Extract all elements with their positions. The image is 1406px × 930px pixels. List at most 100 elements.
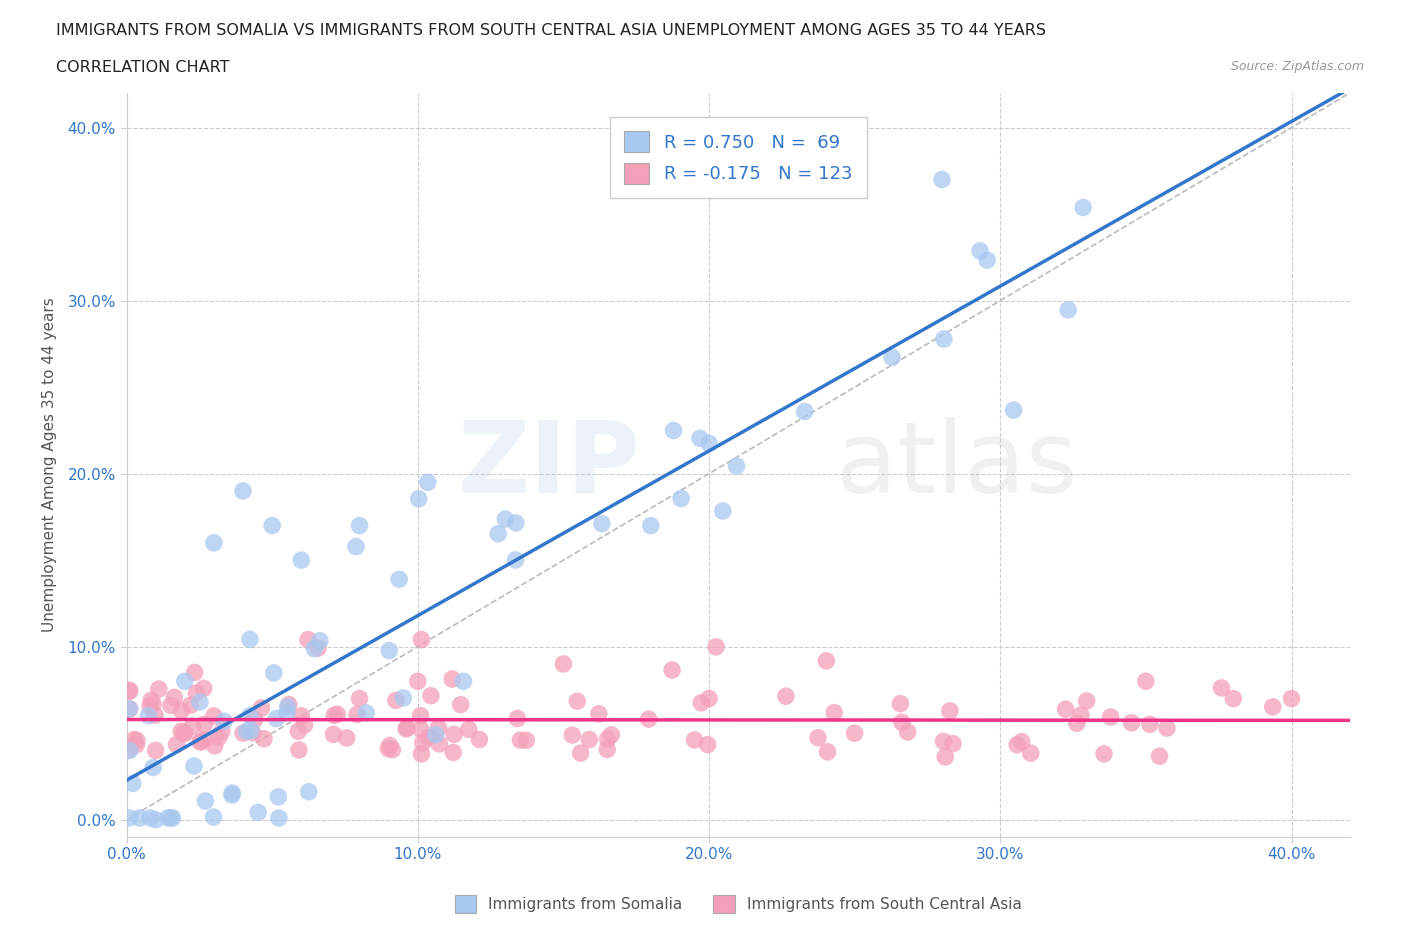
Point [969, 244, 991, 259]
Point [346, 707, 368, 722]
Point [121, 776, 143, 790]
Point [807, 730, 830, 745]
Text: Source: ZipAtlas.com: Source: ZipAtlas.com [1230, 60, 1364, 73]
Point [408, 491, 430, 506]
Point [142, 760, 165, 775]
Point [208, 730, 231, 745]
Point [815, 654, 838, 669]
Point [697, 691, 720, 706]
Point [354, 706, 377, 721]
Point [160, 698, 183, 713]
Point [232, 484, 254, 498]
Point [139, 698, 162, 713]
Point [427, 721, 450, 736]
Point [326, 707, 349, 722]
Point [844, 725, 866, 740]
Point [204, 738, 226, 753]
Point [704, 640, 727, 655]
Point [165, 737, 187, 751]
Point [378, 644, 401, 658]
Point [323, 708, 346, 723]
Point [690, 696, 713, 711]
Point [696, 737, 718, 752]
Point [211, 724, 233, 738]
Point [163, 690, 186, 705]
Point [396, 721, 419, 736]
Point [1002, 403, 1025, 418]
Point [202, 810, 225, 825]
Point [193, 733, 215, 748]
Point [419, 688, 441, 703]
Point [725, 458, 748, 473]
Point [277, 699, 299, 714]
Point [118, 684, 141, 698]
Point [266, 711, 288, 726]
Point [775, 689, 797, 704]
Point [588, 707, 610, 722]
Point [290, 552, 312, 567]
Point [509, 733, 531, 748]
Point [1099, 710, 1122, 724]
Point [124, 732, 146, 747]
Point [170, 724, 193, 738]
Point [637, 711, 659, 726]
Point [267, 811, 290, 826]
Point [939, 703, 962, 718]
Point [890, 715, 912, 730]
Point [395, 722, 418, 737]
Point [125, 733, 148, 748]
Point [793, 404, 815, 418]
Point [1011, 734, 1033, 749]
Point [381, 742, 404, 757]
Point [193, 717, 215, 732]
Point [349, 691, 371, 706]
Point [662, 423, 685, 438]
Point [202, 536, 225, 551]
Point [578, 732, 600, 747]
Point [190, 735, 212, 750]
Point [173, 725, 195, 740]
Point [170, 703, 193, 718]
Point [506, 711, 529, 726]
Point [569, 746, 592, 761]
Point [344, 539, 367, 554]
Point [441, 671, 464, 686]
Point [418, 730, 440, 745]
Point [304, 642, 326, 657]
Point [823, 705, 845, 720]
Point [118, 742, 141, 757]
Point [148, 682, 170, 697]
Point [1054, 702, 1077, 717]
Point [1149, 749, 1171, 764]
Point [600, 727, 623, 742]
Point [697, 436, 720, 451]
Point [145, 743, 167, 758]
Point [298, 784, 321, 799]
Point [457, 722, 479, 737]
Point [889, 697, 911, 711]
Point [378, 738, 401, 753]
Point [253, 731, 276, 746]
Point [711, 503, 734, 518]
Point [1211, 681, 1233, 696]
Point [277, 698, 299, 712]
Point [141, 693, 163, 708]
Point [309, 633, 332, 648]
Point [425, 727, 447, 742]
Point [139, 811, 162, 826]
Point [287, 724, 309, 738]
Point [276, 705, 298, 720]
Point [243, 712, 266, 727]
Point [1261, 699, 1284, 714]
Point [669, 491, 692, 506]
Point [515, 733, 537, 748]
Point [263, 666, 285, 681]
Point [897, 724, 920, 739]
Point [931, 172, 953, 187]
Point [221, 786, 243, 801]
Point [212, 713, 235, 728]
Point [145, 812, 167, 827]
Point [932, 332, 955, 347]
Text: IMMIGRANTS FROM SOMALIA VS IMMIGRANTS FROM SOUTH CENTRAL ASIA UNEMPLOYMENT AMONG: IMMIGRANTS FROM SOMALIA VS IMMIGRANTS FR… [56, 23, 1046, 38]
Point [416, 475, 439, 490]
